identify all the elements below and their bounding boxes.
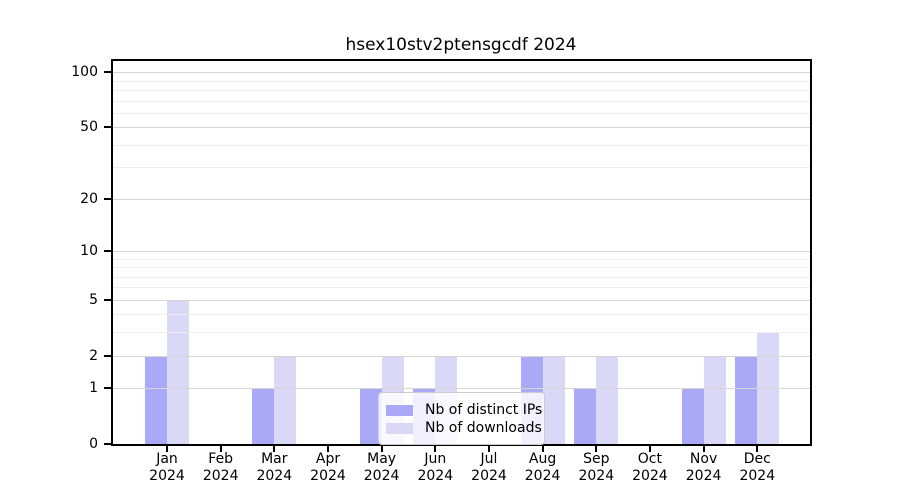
bar-aug-downloads (542, 355, 565, 444)
x-tick-label-dec: Dec 2024 (717, 451, 797, 485)
gridline-minor (113, 112, 810, 114)
bar-mar-ips (252, 388, 275, 444)
chart-title: hsex10stv2ptensgcdf 2024 (345, 35, 577, 55)
x-tick-label-may: May 2024 (342, 451, 422, 485)
x-tick-year: 2024 (202, 468, 239, 484)
bar-dec-ips (735, 355, 758, 444)
x-tick-mark (273, 444, 276, 452)
bar-nov-ips (681, 388, 704, 444)
legend-swatch (386, 422, 413, 434)
x-tick-year: 2024 (739, 468, 776, 484)
x-tick-year: 2024 (256, 468, 293, 484)
gridline-minor (113, 89, 810, 91)
x-tick-mark (488, 444, 490, 452)
y-tick-mark (104, 354, 112, 357)
y-tick-label: 2 (89, 347, 98, 364)
x-tick-mark (380, 444, 383, 452)
y-tick-label: 100 (71, 64, 98, 81)
legend-label: Nb of distinct IPs (425, 402, 543, 418)
legend-label: Nb of downloads (425, 420, 542, 436)
gridline-major (113, 198, 810, 200)
y-tick-mark (104, 249, 112, 252)
y-tick-mark (104, 126, 112, 129)
y-tick-mark (104, 443, 112, 445)
bar-sep-downloads (596, 355, 619, 444)
legend-entry: Nb of distinct IPs (386, 401, 542, 419)
y-tick-label: 20 (80, 190, 98, 207)
x-tick-year: 2024 (149, 468, 185, 484)
bar-jan-ips (145, 355, 167, 444)
x-tick-label-jan: Jan 2024 (127, 451, 207, 485)
x-tick-year: 2024 (524, 468, 561, 484)
x-tick-year: 2024 (310, 468, 346, 484)
gridline-minor (113, 287, 810, 289)
gridline-minor (113, 314, 810, 316)
x-tick-mark (219, 444, 222, 452)
x-tick-year: 2024 (417, 468, 454, 484)
y-tick-label: 50 (80, 119, 98, 136)
x-tick-label-jul: Jul 2024 (449, 451, 529, 485)
x-tick-label-sep: Sep 2024 (556, 451, 636, 485)
legend-entry: Nb of downloads (386, 419, 542, 437)
bar-nov-downloads (703, 355, 726, 444)
bar-jan-downloads (167, 299, 189, 444)
x-tick-mark (702, 444, 705, 452)
x-tick-label-oct: Oct 2024 (610, 451, 690, 485)
gridline-minor (113, 167, 810, 169)
x-tick-label-jun: Jun 2024 (395, 451, 475, 485)
gridline-major (113, 127, 810, 129)
y-tick-mark (104, 387, 112, 390)
bar-mar-downloads (274, 355, 297, 444)
gridline-major (113, 299, 810, 301)
x-tick-mark (756, 444, 759, 452)
x-tick-mark (648, 444, 651, 452)
x-tick-label-aug: Aug 2024 (503, 451, 583, 485)
legend-swatch (386, 404, 413, 416)
y-tick-mark (104, 197, 112, 200)
x-tick-label-feb: Feb 2024 (181, 451, 261, 485)
x-tick-mark (166, 444, 168, 452)
gridline-minor (113, 144, 810, 146)
y-tick-mark (104, 298, 112, 301)
legend: Nb of distinct IPs Nb of downloads (378, 392, 545, 445)
y-tick-label: 0 (89, 436, 98, 452)
y-tick-label: 1 (89, 380, 98, 397)
x-tick-year: 2024 (632, 468, 668, 484)
y-tick-label: 5 (89, 291, 98, 308)
x-tick-year: 2024 (685, 468, 722, 484)
x-tick-mark (595, 444, 598, 452)
bar-sep-ips (574, 388, 597, 444)
gridline-major (113, 72, 810, 74)
gridline-minor (113, 332, 810, 334)
x-tick-label-nov: Nov 2024 (664, 451, 744, 485)
x-tick-label-mar: Mar 2024 (234, 451, 314, 485)
x-tick-mark (541, 444, 544, 452)
gridline-minor (113, 267, 810, 268)
x-tick-label-apr: Apr 2024 (288, 451, 368, 485)
x-tick-mark (327, 444, 329, 452)
bar-may-ips (359, 388, 382, 444)
y-tick-label: 10 (80, 242, 98, 259)
bar-dec-downloads (757, 332, 780, 444)
gridline-minor (113, 258, 810, 260)
x-tick-year: 2024 (471, 468, 507, 484)
y-tick-mark (104, 71, 112, 74)
x-tick-mark (434, 444, 437, 452)
gridline-minor (113, 276, 810, 278)
gridline-major (113, 250, 810, 252)
x-tick-year: 2024 (578, 468, 615, 484)
plot-area (113, 61, 810, 444)
x-tick-year: 2024 (363, 468, 400, 484)
gridline-minor (113, 80, 810, 82)
gridline-minor (113, 100, 810, 102)
